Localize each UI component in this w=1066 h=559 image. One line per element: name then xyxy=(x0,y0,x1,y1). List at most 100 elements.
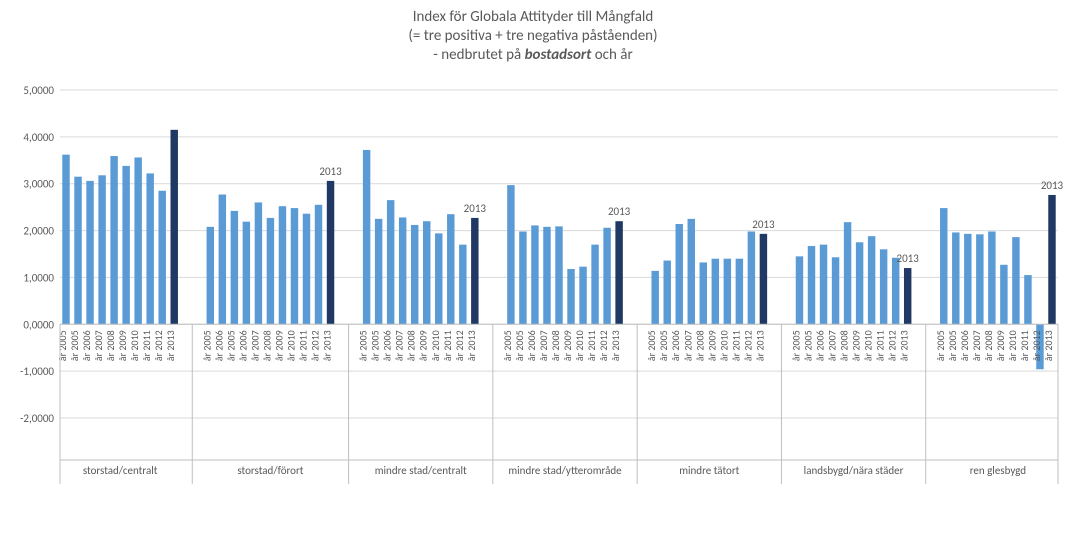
bar xyxy=(134,157,141,324)
bar xyxy=(315,205,322,324)
data-label-2013: 2013 xyxy=(464,202,487,215)
bar xyxy=(327,181,334,324)
bar xyxy=(171,130,178,324)
title-line-3-em: bostadsort xyxy=(525,46,592,64)
y-tick-label: 5,0000 xyxy=(23,84,54,97)
bar xyxy=(435,233,442,324)
bar xyxy=(363,150,370,324)
bar xyxy=(700,262,707,324)
bar xyxy=(555,226,562,324)
bar xyxy=(724,259,731,325)
category-label: storstad/centralt xyxy=(83,464,158,477)
bar xyxy=(146,173,153,324)
bar xyxy=(976,234,983,324)
y-tick-label: 4,0000 xyxy=(23,131,54,144)
category-label: mindre tätort xyxy=(679,464,739,477)
bar xyxy=(676,224,683,324)
bar xyxy=(291,208,298,324)
bar xyxy=(988,232,995,325)
title-line-1: Index för Globala Attityder till Mångfal… xyxy=(0,8,1066,27)
bar xyxy=(964,234,971,324)
bar xyxy=(447,214,454,324)
bar xyxy=(303,214,310,325)
data-label-2013: 2013 xyxy=(897,252,920,265)
y-tick-label: -2,0000 xyxy=(20,412,54,425)
bar xyxy=(411,225,418,324)
bar xyxy=(844,222,851,324)
bar xyxy=(579,267,586,325)
data-label-2013: 2013 xyxy=(608,205,631,218)
bar xyxy=(1048,195,1055,324)
bar xyxy=(748,232,755,325)
category-label: ren glesbygd xyxy=(970,464,1026,477)
bar xyxy=(207,227,214,324)
bar xyxy=(904,268,911,324)
y-tick-label: 2,0000 xyxy=(23,225,54,238)
bar xyxy=(736,259,743,325)
x-year-label: år 2013 xyxy=(609,330,622,361)
bar xyxy=(231,211,238,324)
bar xyxy=(158,191,165,325)
bar xyxy=(543,227,550,324)
y-tick-label: 0,0000 xyxy=(23,318,54,331)
bar xyxy=(940,208,947,324)
title-line-3-suffix: och år xyxy=(591,46,632,64)
x-year-label: år 2013 xyxy=(898,330,911,361)
bar xyxy=(688,219,695,324)
bar xyxy=(796,256,803,324)
chart-container: Index för Globala Attityder till Mångfal… xyxy=(0,0,1066,559)
y-tick-label: 1,0000 xyxy=(23,271,54,284)
bar xyxy=(471,218,478,324)
y-tick-label: 3,0000 xyxy=(23,178,54,191)
bar xyxy=(399,217,406,324)
data-label-2013: 2013 xyxy=(752,218,775,231)
bar xyxy=(375,219,382,324)
x-year-label: år 2013 xyxy=(1042,330,1055,361)
bar xyxy=(74,177,81,325)
bar xyxy=(651,271,658,324)
bar xyxy=(663,261,670,325)
bar xyxy=(387,200,394,324)
chart-title: Index för Globala Attityder till Mångfal… xyxy=(0,8,1066,64)
bar xyxy=(423,221,430,324)
category-label: storstad/förort xyxy=(237,464,303,477)
bar xyxy=(62,155,69,325)
bar xyxy=(832,257,839,324)
chart-svg: -2,0000-1,00000,00001,00002,00003,00004,… xyxy=(0,0,1066,559)
title-line-3-prefix: - nedbrutet på xyxy=(433,46,524,64)
x-year-label: år 2013 xyxy=(465,330,478,361)
x-year-label: år 2013 xyxy=(321,330,334,361)
bar xyxy=(808,246,815,324)
bar xyxy=(110,156,117,324)
bar xyxy=(952,232,959,324)
bar xyxy=(531,225,538,324)
category-label: mindre stad/ytterområde xyxy=(508,464,622,477)
title-line-2: (= tre positiva + tre negativa påstående… xyxy=(0,27,1066,46)
bar xyxy=(760,234,767,324)
bar xyxy=(868,236,875,324)
bar xyxy=(519,232,526,325)
bar xyxy=(591,245,598,325)
category-label: landsbygd/nära städer xyxy=(804,464,904,477)
bar xyxy=(98,175,105,324)
bar xyxy=(255,202,262,324)
x-year-label: år 2013 xyxy=(753,330,766,361)
bar xyxy=(856,242,863,324)
category-label: mindre stad/centralt xyxy=(375,464,467,477)
bar xyxy=(880,249,887,324)
x-year-label: år 2013 xyxy=(164,330,177,361)
bar xyxy=(122,166,129,324)
bar xyxy=(712,259,719,325)
data-label-2013: 2013 xyxy=(1041,179,1064,192)
bar xyxy=(1000,265,1007,325)
bar xyxy=(603,228,610,325)
bar xyxy=(507,185,514,324)
bar xyxy=(219,194,226,324)
title-line-3: - nedbrutet på bostadsort och år xyxy=(0,46,1066,65)
data-label-2013: 2013 xyxy=(319,165,342,178)
bar xyxy=(1024,275,1031,324)
bar xyxy=(1012,237,1019,324)
bar xyxy=(243,222,250,325)
bar xyxy=(820,245,827,325)
bar xyxy=(459,245,466,325)
